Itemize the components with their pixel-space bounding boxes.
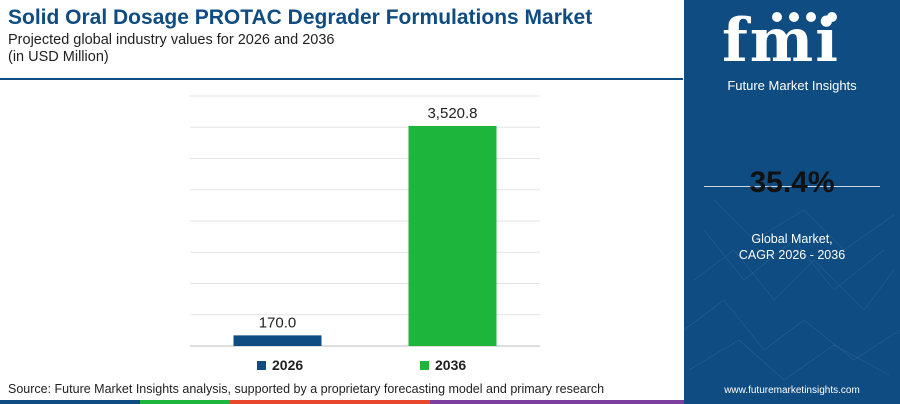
website-link[interactable]: www.futuremarketinsights.com <box>724 385 860 396</box>
bottom-bar-segment-1 <box>0 400 140 404</box>
source-note: Source: Future Market Insights analysis,… <box>8 382 605 396</box>
legend-label-2026: 2026 <box>272 357 304 373</box>
legend-swatch-2026 <box>257 360 266 370</box>
bar-chart: 170.0 3,520.8 <box>190 95 540 347</box>
cagr-label-line-2: CAGR 2026 - 2036 <box>738 248 846 262</box>
bottom-bar-segment-3 <box>230 400 430 404</box>
subtitle-line-1: Projected global industry values for 202… <box>8 32 335 48</box>
legend-label-2036: 2036 <box>435 357 467 373</box>
chart-subtitle: Projected global industry values for 202… <box>8 32 668 66</box>
data-label-2036: 3,520.8 <box>427 105 477 122</box>
fmi-logo: fmi Future Market Insights <box>684 0 900 100</box>
header-divider <box>0 78 683 80</box>
bar-2036 <box>408 125 497 346</box>
legend-item-2036: 2036 <box>420 357 466 373</box>
bottom-bar-segment-4 <box>430 400 684 404</box>
cagr-label: Global Market, CAGR 2026 - 2036 <box>684 231 900 263</box>
brand-panel: fmi Future Market Insights 35.4% Global … <box>684 0 900 404</box>
cagr-divider <box>704 186 880 187</box>
cagr-label-line-1: Global Market, <box>751 232 833 246</box>
logo-figures-icon <box>772 12 837 22</box>
data-label-2026: 170.0 <box>259 314 297 331</box>
cagr-value: 35.4% <box>749 166 835 199</box>
legend-item-2026: 2026 <box>257 357 303 373</box>
bottom-bar-segment-2 <box>140 400 230 404</box>
bar-2026 <box>233 335 322 346</box>
page-title: Solid Oral Dosage PROTAC Degrader Formul… <box>8 6 593 29</box>
logo-text: Future Market Insights <box>727 78 857 93</box>
panel-network-pattern <box>684 199 900 381</box>
subtitle-line-2: (in USD Million) <box>8 49 109 65</box>
legend-swatch-2036 <box>420 360 429 370</box>
